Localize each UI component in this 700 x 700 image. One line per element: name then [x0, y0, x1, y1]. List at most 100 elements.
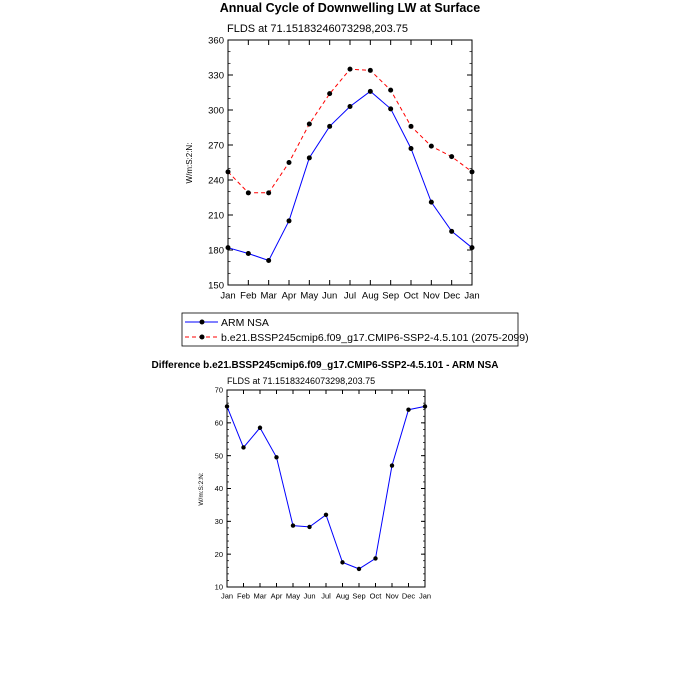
legend-box: [181, 312, 519, 347]
x-tick-label: Aug: [336, 592, 349, 601]
legend-marker-arm-nsa: [199, 319, 205, 325]
chart2-subtitle: FLDS at 71.15183246073298,203.75: [227, 376, 375, 386]
y-tick-label: 20: [215, 550, 223, 559]
y-tick-label: 360: [208, 35, 224, 46]
y-tick-label: 30: [215, 517, 223, 526]
x-tick-label: Jun: [303, 592, 315, 601]
y-tick-label: 210: [208, 210, 224, 221]
x-tick-label: Nov: [423, 291, 440, 302]
series-line-0: [226, 405, 426, 570]
data-point: [367, 67, 373, 73]
data-point: [286, 218, 292, 224]
data-point: [245, 251, 251, 256]
chart1-legend: ARM NSA b.e21.BSSP245cmip6.f09_g17.CMIP6…: [181, 312, 529, 347]
data-point: [245, 190, 251, 196]
chart1-y-ticks: 150 180 210 240 270 300 330 360: [208, 35, 472, 291]
x-tick-label: May: [300, 291, 318, 302]
data-point: [389, 463, 395, 468]
chart2-title: Difference b.e21.BSSP245cmip6.f09_g17.CM…: [152, 360, 499, 371]
chart2-y-axis-label: W/m:S:2:N:: [198, 472, 205, 505]
data-point: [408, 123, 414, 129]
x-tick-label: Apr: [271, 592, 283, 601]
data-point: [286, 160, 292, 165]
x-tick-label: Sep: [352, 592, 365, 601]
chart2-series: [224, 404, 428, 572]
data-point: [388, 106, 394, 112]
data-point: [422, 404, 428, 409]
x-tick-label: Apr: [282, 291, 297, 302]
data-point: [428, 199, 434, 205]
data-point: [306, 155, 312, 161]
x-tick-label: Aug: [362, 291, 379, 302]
y-tick-label: 270: [208, 140, 224, 151]
x-tick-label: Mar: [260, 291, 276, 302]
chart2-x-ticks: Jan Feb Mar Apr May Jun Jul Aug Sep Oct Nov Dec Jan: [221, 390, 431, 601]
data-point: [306, 121, 312, 127]
y-tick-label: 10: [215, 583, 223, 592]
x-tick-label: Jan: [464, 291, 479, 302]
x-tick-label: Dec: [402, 592, 416, 601]
x-tick-label: Feb: [240, 291, 256, 302]
x-tick-label: Dec: [443, 291, 460, 302]
data-point: [469, 245, 475, 251]
y-tick-label: 40: [215, 484, 223, 493]
data-point: [469, 169, 475, 175]
chart2-plot-frame: [226, 389, 426, 588]
y-tick-label: 330: [208, 70, 224, 81]
y-tick-label: 150: [208, 280, 224, 291]
y-tick-label: 70: [215, 386, 223, 395]
y-tick-label: 60: [215, 418, 223, 427]
data-point: [367, 88, 373, 94]
x-tick-label: Jul: [321, 592, 331, 601]
data-point: [408, 146, 414, 151]
chart1-y-axis-label: W/m:S:2:N:: [185, 143, 194, 184]
data-point: [266, 258, 272, 263]
data-point: [388, 87, 394, 93]
data-point: [428, 143, 434, 149]
y-tick-label: 240: [208, 175, 224, 186]
data-point: [225, 169, 231, 175]
y-tick-label: 180: [208, 245, 224, 256]
y-tick-label: 50: [215, 451, 223, 460]
chart1-series: [225, 66, 475, 263]
series-line-1: [227, 68, 473, 194]
chart1-subtitle: FLDS at 71.15183246073298,203.75: [227, 23, 408, 35]
data-point: [225, 245, 231, 251]
data-point: [356, 566, 362, 572]
chart1-x-ticks: Jan Feb Mar Apr May Jun Jul Aug Sep Oct Nov Dec Jan: [220, 40, 480, 302]
data-point: [449, 154, 455, 160]
x-tick-label: Feb: [237, 592, 250, 601]
chart1-plot-frame: [227, 39, 473, 286]
data-point: [257, 425, 263, 430]
data-point: [373, 556, 378, 561]
x-tick-label: Jan: [419, 592, 431, 601]
data-point: [323, 512, 329, 517]
data-point: [449, 228, 455, 234]
x-tick-label: Sep: [382, 291, 399, 302]
data-point: [347, 104, 353, 109]
legend-label-arm-nsa: ARM NSA: [221, 317, 269, 329]
data-point: [241, 445, 246, 450]
legend-marker-model: [199, 334, 205, 340]
data-point: [347, 66, 353, 72]
data-point: [340, 560, 345, 565]
x-tick-label: Nov: [385, 592, 399, 601]
data-point: [266, 190, 272, 196]
difference-chart: Difference b.e21.BSSP245cmip6.f09_g17.CM…: [152, 360, 499, 601]
data-point: [327, 91, 333, 97]
data-point: [307, 524, 312, 530]
data-point: [290, 523, 296, 528]
x-tick-label: Jan: [221, 592, 233, 601]
x-tick-label: Mar: [254, 592, 267, 601]
x-tick-label: Jun: [322, 291, 337, 302]
data-point: [224, 404, 230, 409]
series-line-0: [227, 90, 473, 262]
legend-label-model: b.e21.BSSP245cmip6.f09_g17.CMIP6-SSP2-4.…: [221, 332, 529, 344]
y-tick-label: 300: [208, 105, 224, 116]
chart2-y-ticks: 10 20 30 40 50 60 70: [215, 386, 425, 592]
x-tick-label: Oct: [370, 592, 383, 601]
x-tick-label: Jul: [344, 291, 356, 302]
x-tick-label: Jan: [220, 291, 235, 302]
chart1-title: Annual Cycle of Downwelling LW at Surfac…: [220, 1, 480, 15]
